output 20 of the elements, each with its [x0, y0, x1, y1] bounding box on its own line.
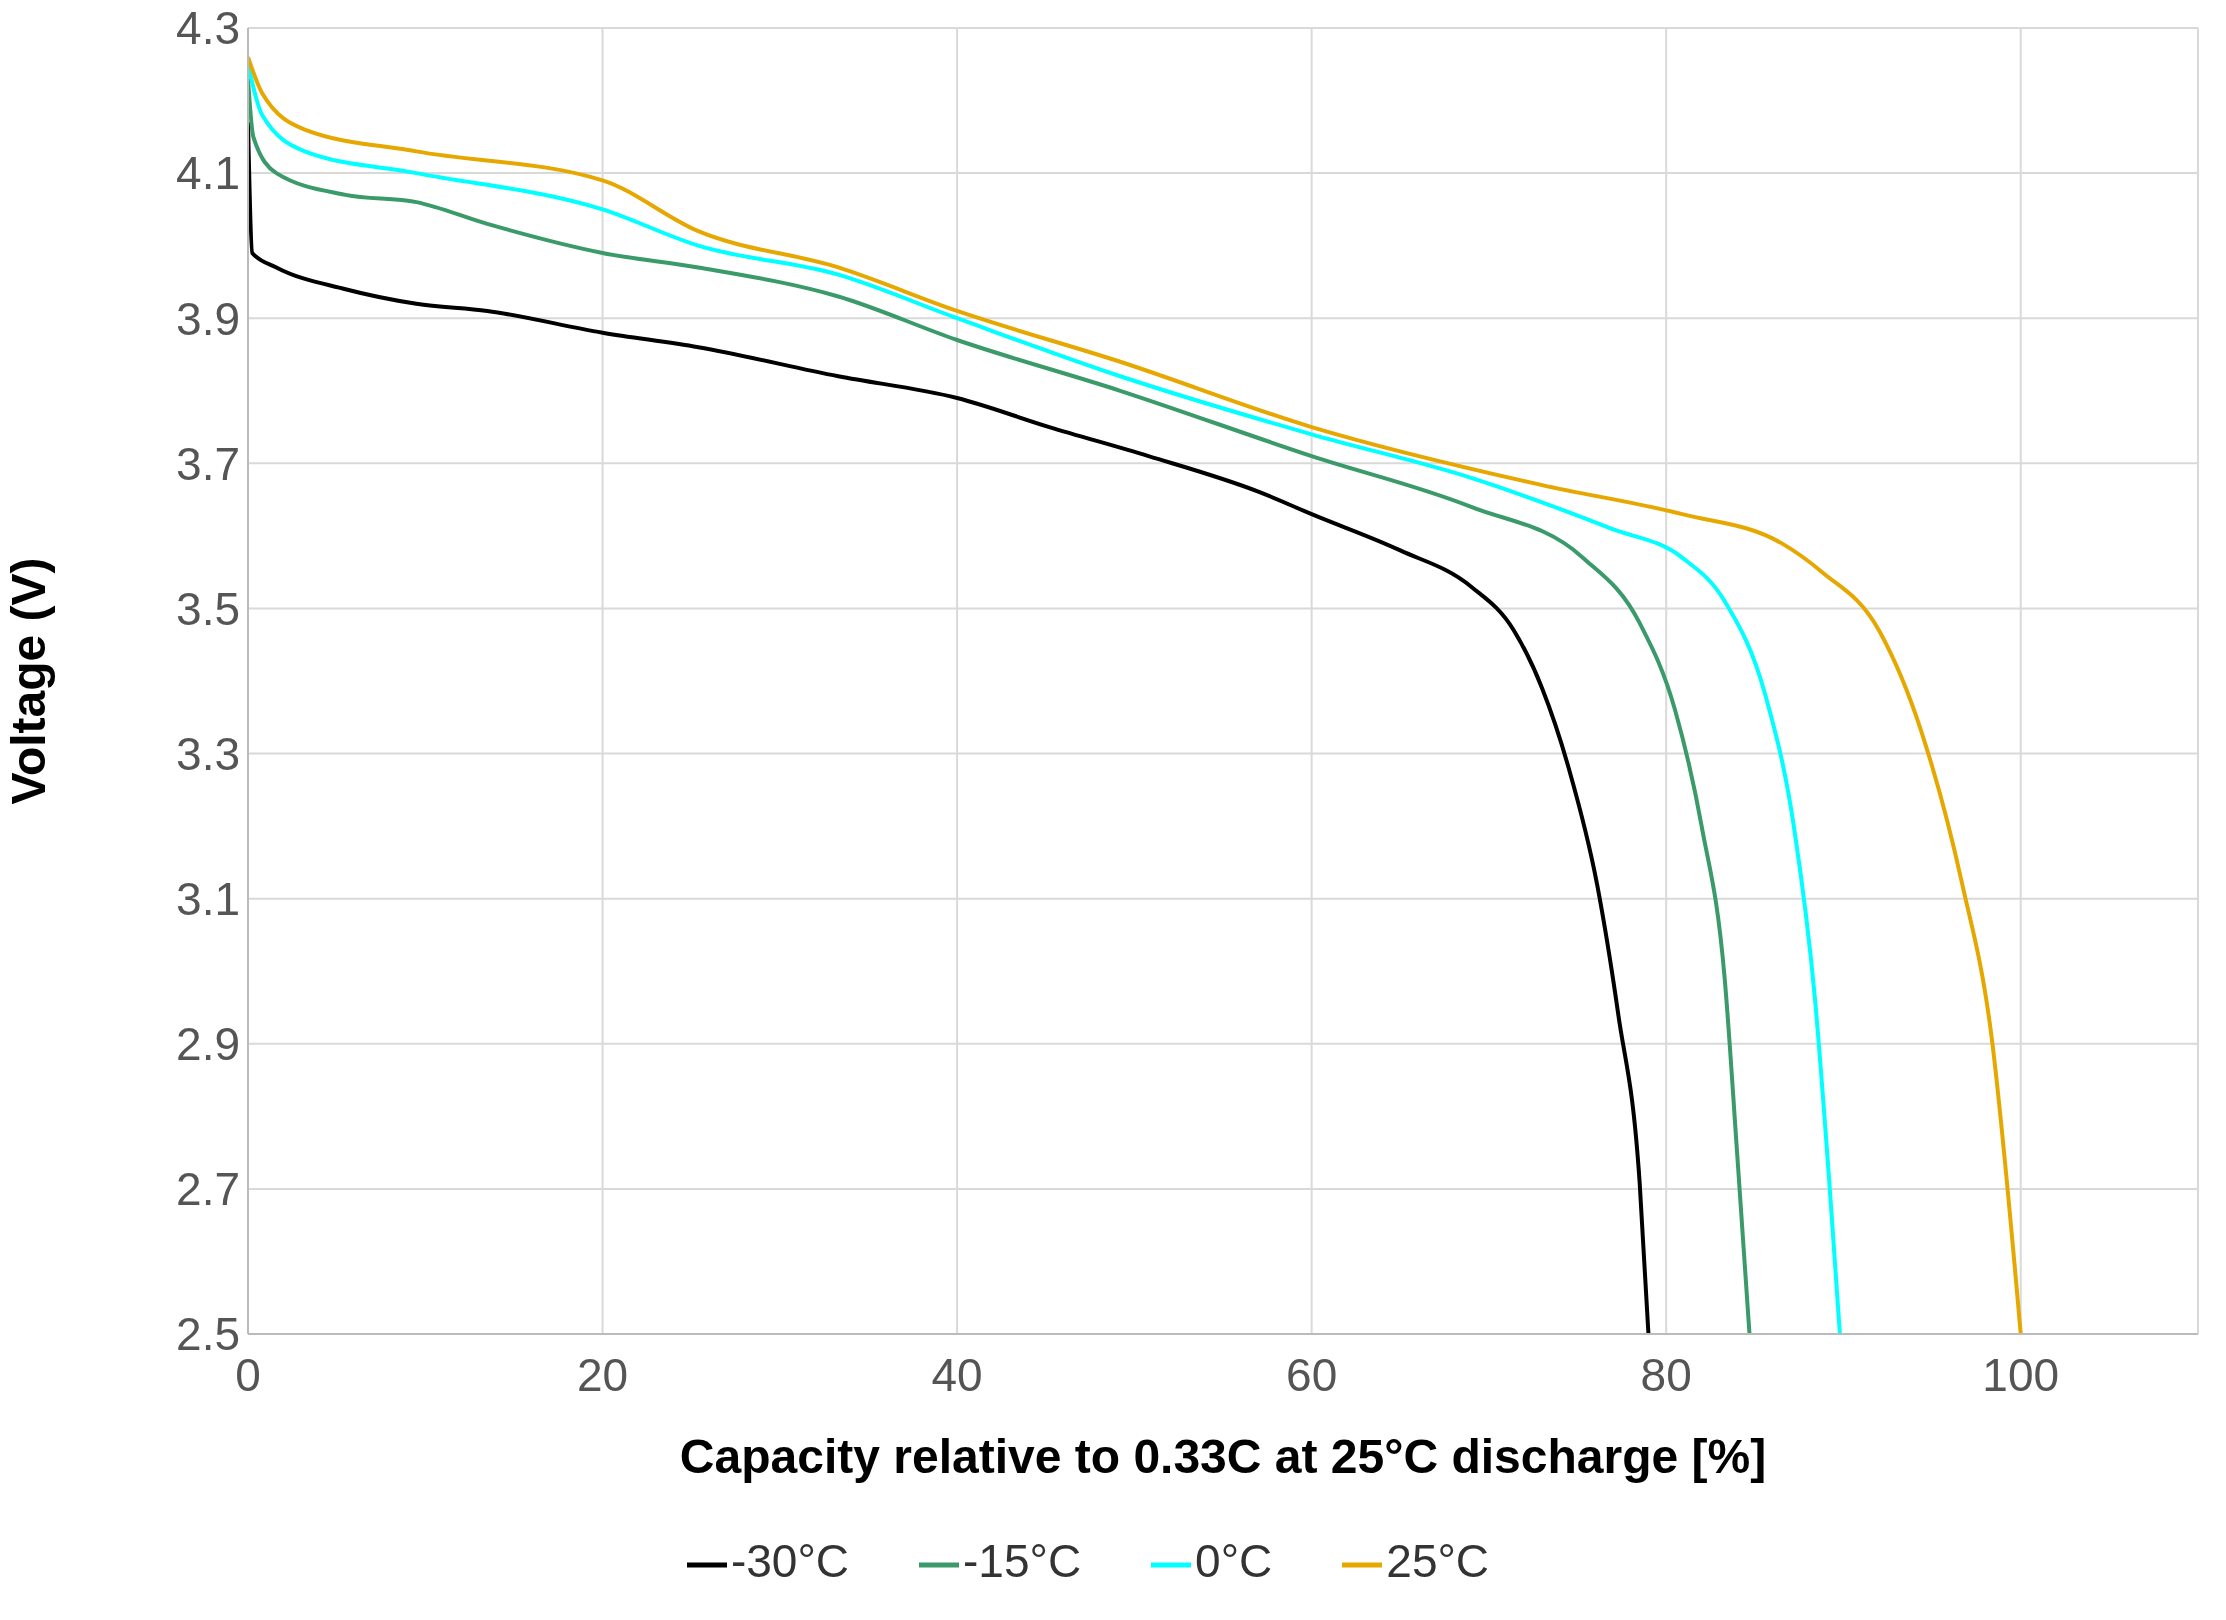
y-tick-label: 3.9	[176, 292, 240, 345]
y-tick-label: 3.7	[176, 437, 240, 490]
x-tick-label: 40	[931, 1348, 983, 1401]
legend-label: 25°C	[1386, 1535, 1490, 1587]
y-tick-label: 3.3	[176, 727, 240, 780]
x-axis-title: Capacity relative to 0.33C at 25°C discharge [%]	[679, 1430, 1767, 1484]
x-tick-label: 20	[576, 1348, 629, 1401]
legend-label: 0°C	[1195, 1535, 1273, 1587]
x-tick-label: 100	[1982, 1348, 2060, 1401]
y-tick-label: 3.5	[176, 582, 240, 635]
y-tick-label: 2.7	[176, 1163, 240, 1216]
x-tick-label: 60	[1286, 1348, 1338, 1401]
legend-label: -15°C	[963, 1535, 1082, 1587]
y-tick-label: 4.1	[176, 147, 240, 200]
x-tick-label: 80	[1640, 1348, 1692, 1401]
y-tick-label: 3.1	[176, 873, 240, 925]
y-tick-label: 4.3	[176, 2, 240, 55]
legend-label: -30°C	[730, 1535, 849, 1587]
y-tick-label: 2.9	[176, 1018, 240, 1071]
y-axis-title: Voltage (V)	[2, 557, 56, 805]
